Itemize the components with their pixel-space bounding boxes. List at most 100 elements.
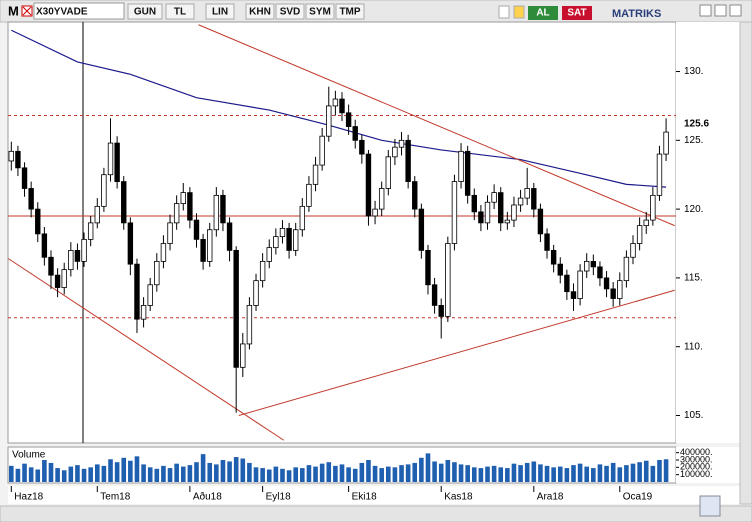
toolbar-button-label: KHN <box>249 7 271 18</box>
plot <box>8 24 676 441</box>
candle-body <box>94 205 100 224</box>
volume-bar <box>61 470 67 482</box>
close[interactable] <box>729 4 742 17</box>
last-price: 125.6 <box>684 119 709 130</box>
toolbar-button-label: GUN <box>134 7 156 18</box>
candle-body <box>319 135 325 166</box>
volume-bar <box>22 463 27 482</box>
volume-bar <box>339 464 345 482</box>
candle-body <box>418 208 425 251</box>
volume-bar <box>28 467 34 482</box>
volume-bar <box>35 469 41 482</box>
candle-body <box>438 305 444 317</box>
volume-bar <box>412 462 418 482</box>
volume-bar <box>650 465 656 482</box>
icon[interactable] <box>498 5 510 19</box>
x-tick-label: Eki18 <box>352 492 377 503</box>
volume-bar <box>524 462 530 482</box>
volume-bar <box>333 465 338 482</box>
volume-bar <box>551 467 556 482</box>
icon[interactable] <box>513 5 525 19</box>
candle-body <box>630 243 636 258</box>
candle-body <box>207 229 213 262</box>
volume-bar <box>141 464 146 482</box>
candle-body <box>259 260 266 282</box>
x-tick-label: Aðu18 <box>193 491 222 503</box>
volume-bar <box>161 465 166 482</box>
y-tick-label: 130. <box>684 66 703 77</box>
candle-body <box>127 222 134 265</box>
volume-bar <box>432 461 437 482</box>
volume-axis <box>676 447 740 483</box>
candle-body <box>365 153 372 217</box>
volume-bar <box>75 465 80 482</box>
toolbar-button[interactable] <box>127 3 163 20</box>
candle-body <box>557 263 563 276</box>
candle-body <box>326 105 332 137</box>
volume-bar <box>240 458 246 482</box>
volume-bar <box>306 465 312 482</box>
candle-body <box>147 284 153 306</box>
candle-body <box>359 139 365 155</box>
candle-body <box>478 211 484 224</box>
buy-button[interactable] <box>528 6 558 20</box>
scrollbar[interactable] <box>739 21 752 505</box>
toolbar-button[interactable] <box>275 3 305 20</box>
volume-bar <box>591 468 596 482</box>
candle-body <box>246 305 253 345</box>
candle-body <box>121 181 127 224</box>
toolbar-button[interactable] <box>165 3 195 20</box>
candle-body <box>643 219 649 227</box>
candle-body <box>550 249 557 265</box>
candle-body <box>173 203 180 224</box>
y-tick-label: 120. <box>684 204 703 215</box>
toolbar-button[interactable] <box>305 3 335 20</box>
toolbar-button-label: TMP <box>339 7 360 18</box>
candle-body <box>656 153 663 196</box>
candle-body <box>180 192 186 205</box>
toolbar-button[interactable] <box>205 3 235 20</box>
minimize[interactable] <box>699 4 712 17</box>
candle-body <box>332 98 339 107</box>
toolbar-button-label: LIN <box>212 7 228 18</box>
x-tick-label: Eyl18 <box>266 492 291 503</box>
candle-body <box>339 98 345 114</box>
volume-bar <box>458 464 464 482</box>
volume-bar <box>68 466 74 482</box>
volume-bar <box>399 465 404 482</box>
candle-body <box>352 126 358 141</box>
volume-bar <box>128 460 133 482</box>
volume-bar <box>101 465 107 482</box>
candle-body <box>101 174 107 207</box>
scrollbar[interactable] <box>0 505 752 522</box>
volume-bar <box>518 465 523 482</box>
maximize[interactable] <box>714 4 727 17</box>
candle-body <box>577 270 583 299</box>
toolbar-button[interactable] <box>335 3 365 20</box>
candle-body <box>220 194 226 224</box>
candle-body <box>345 112 352 127</box>
candle-body <box>412 181 418 210</box>
y-tick-label: 125. <box>684 135 703 146</box>
volume-bar <box>326 462 332 482</box>
candle-body <box>200 238 206 262</box>
symbol: X30YVADE <box>36 7 88 18</box>
candle-body <box>617 280 623 299</box>
refresh-button[interactable] <box>699 495 721 517</box>
symbol-box[interactable] <box>33 2 125 20</box>
candle-body <box>431 284 438 306</box>
candle-body <box>663 131 669 155</box>
volume-bar <box>359 462 365 482</box>
volume-bar <box>88 467 93 482</box>
x-tick-label: Ara18 <box>537 492 564 503</box>
volume-bar <box>419 457 424 482</box>
volume-bar <box>253 467 259 482</box>
volume-bar <box>438 463 444 482</box>
sell-button[interactable] <box>562 6 592 20</box>
toolbar-button[interactable] <box>245 3 275 20</box>
candle-body <box>372 208 378 217</box>
volume-bar <box>452 462 457 482</box>
volume-bar <box>154 468 160 482</box>
candle-body <box>564 274 570 293</box>
candle-body <box>140 305 147 320</box>
